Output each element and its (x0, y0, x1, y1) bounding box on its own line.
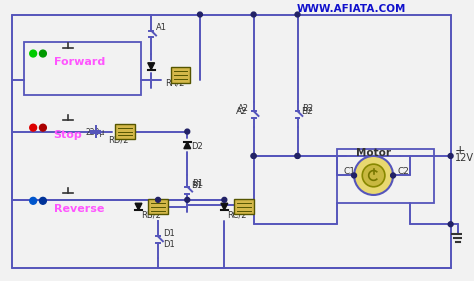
Text: Forward: Forward (54, 57, 105, 67)
Circle shape (391, 173, 395, 178)
Circle shape (185, 129, 190, 134)
Circle shape (30, 198, 36, 204)
Text: D2: D2 (191, 142, 203, 151)
Polygon shape (135, 203, 142, 210)
Circle shape (251, 153, 256, 158)
Text: C2: C2 (398, 167, 410, 176)
Text: 220μ: 220μ (86, 128, 105, 137)
Text: D1: D1 (163, 229, 174, 238)
Circle shape (39, 124, 46, 131)
Circle shape (448, 222, 453, 227)
Circle shape (295, 153, 300, 158)
Circle shape (448, 153, 453, 158)
Circle shape (222, 198, 227, 202)
Text: +: + (455, 144, 465, 157)
Circle shape (354, 156, 393, 195)
Circle shape (362, 164, 385, 187)
Text: B2: B2 (302, 104, 313, 113)
Text: Stop: Stop (54, 130, 82, 140)
Bar (234, 199, 254, 214)
Text: RC/2: RC/2 (227, 210, 247, 219)
Circle shape (352, 173, 356, 178)
Text: WWW.AFIATA.COM: WWW.AFIATA.COM (296, 4, 406, 13)
Text: B2: B2 (301, 107, 313, 116)
Text: RA/2: RA/2 (165, 79, 184, 88)
Bar (337, 149, 434, 203)
Circle shape (155, 198, 161, 202)
Circle shape (185, 198, 190, 202)
Circle shape (198, 12, 202, 17)
Bar (171, 67, 190, 83)
Text: B1: B1 (191, 181, 202, 190)
Text: C1: C1 (343, 167, 356, 176)
Polygon shape (148, 63, 155, 70)
Text: A2: A2 (236, 107, 248, 116)
Circle shape (39, 50, 46, 57)
Text: RD/2: RD/2 (108, 135, 128, 144)
Circle shape (30, 124, 36, 131)
Text: D1: D1 (163, 240, 174, 249)
Text: 12V: 12V (455, 153, 474, 163)
Circle shape (295, 153, 300, 158)
Polygon shape (221, 203, 228, 210)
Bar (148, 199, 168, 214)
Circle shape (251, 12, 256, 17)
Text: Reverse: Reverse (54, 203, 104, 214)
Bar (115, 124, 135, 139)
Circle shape (39, 198, 46, 204)
Circle shape (30, 50, 36, 57)
Bar (24, 42, 141, 96)
Text: A1: A1 (156, 23, 167, 32)
Circle shape (295, 12, 300, 17)
Polygon shape (184, 142, 191, 149)
Text: Motor: Motor (356, 148, 391, 158)
Text: B1: B1 (192, 179, 203, 188)
Circle shape (251, 153, 256, 158)
Text: RB/2: RB/2 (141, 210, 161, 219)
Text: A2: A2 (238, 104, 249, 113)
